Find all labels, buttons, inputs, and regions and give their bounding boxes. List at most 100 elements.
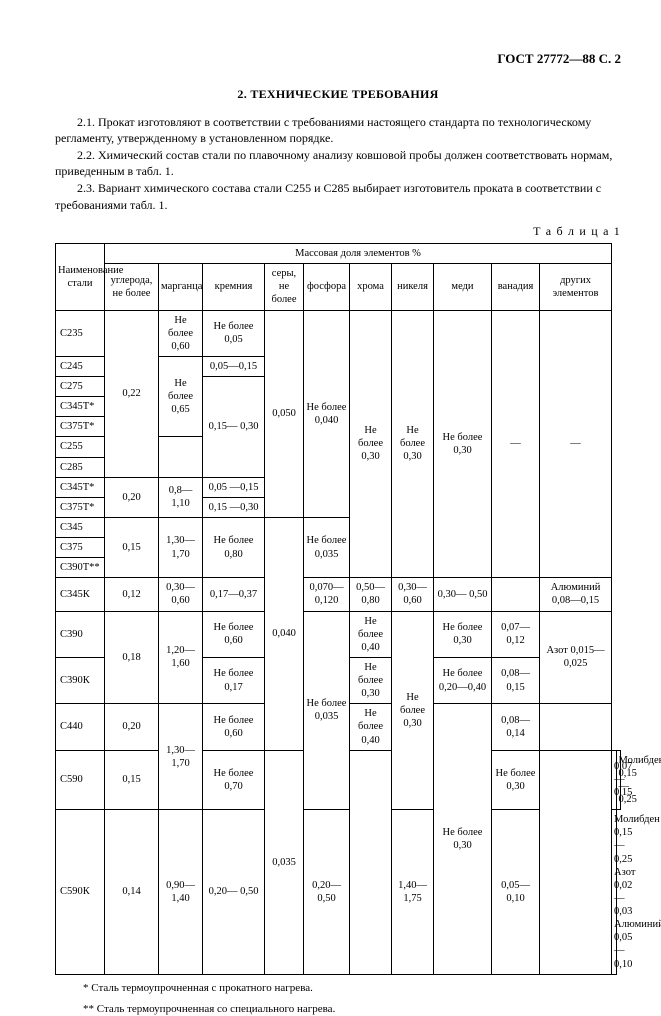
- cell: С375: [56, 538, 105, 558]
- cell: С245: [56, 356, 105, 376]
- cell: 0,50— 0,80: [350, 578, 392, 611]
- cell: 0,15— 0,30: [203, 377, 265, 478]
- cell: 0,08— 0,15: [492, 657, 540, 703]
- cell: Не более 0,30: [392, 611, 434, 810]
- cell: Не более 0,30: [434, 704, 492, 974]
- table-row: С345К 0,12 0,30— 0,60 0,17—0,37 0,070— 0…: [56, 578, 621, 611]
- cell: 0,18: [105, 611, 159, 704]
- cell: Не более 0,30: [392, 310, 434, 578]
- cell: 0,05—0,15: [203, 356, 265, 376]
- cell: Не более 0,40: [350, 704, 392, 750]
- cell: С255: [56, 437, 105, 457]
- cell: Не более 0,80: [203, 517, 265, 577]
- cell: Не более 0,040: [304, 310, 350, 517]
- th-cr: хрома: [350, 264, 392, 310]
- composition-table: Наименование стали Массовая доля элемент…: [55, 243, 621, 975]
- cell: 0,15 —0,30: [203, 497, 265, 517]
- cell: С390К: [56, 657, 105, 703]
- cell: 0,040: [265, 517, 304, 750]
- cell: 0,035: [265, 750, 304, 974]
- th-v: ванадия: [492, 264, 540, 310]
- th-mass: Массовая доля элементов %: [105, 244, 612, 264]
- cell: 1,20— 1,60: [159, 611, 203, 704]
- para-2-1: 2.1. Прокат изготовляют в соответствии с…: [55, 114, 621, 146]
- cell: Не более 0,60: [159, 310, 203, 356]
- cell: С375Т*: [56, 417, 105, 437]
- cell: Не более 0,30: [350, 657, 392, 703]
- cell: С590: [56, 750, 105, 810]
- cell: Не более 0,30: [492, 750, 540, 810]
- cell: Не более 0,17: [203, 657, 265, 703]
- cell: С345Т*: [56, 477, 105, 497]
- th-oth: других элементов: [540, 264, 612, 310]
- cell: Не более 0,05: [203, 310, 265, 356]
- cell: 0,90— 1,40: [159, 810, 203, 975]
- cell: 0,070— 0,120: [304, 578, 350, 611]
- cell: 0,20: [105, 704, 159, 750]
- cell: 0,050: [265, 310, 304, 517]
- cell: 0,12: [105, 578, 159, 611]
- cell: Не более 0,30: [434, 310, 492, 578]
- cell: Не более 0,65: [159, 356, 203, 437]
- cell: Не более 0,70: [203, 750, 265, 810]
- cell: 1,40—1,75: [392, 810, 434, 975]
- table-row: С235 0,22 Не более 0,60 Не более 0,05 0,…: [56, 310, 621, 356]
- para-2-2: 2.2. Химический состав стали по плавочно…: [55, 147, 621, 179]
- cell: —: [492, 310, 540, 578]
- cell: 0,15: [105, 750, 159, 810]
- cell: 1,30— 1,70: [159, 704, 203, 810]
- cell: Не более 0,30: [350, 310, 392, 578]
- section-title: 2. ТЕХНИЧЕСКИЕ ТРЕБОВАНИЯ: [55, 86, 621, 102]
- cell: 0,17—0,37: [203, 578, 265, 611]
- cell: Не более 0,60: [203, 704, 265, 750]
- cell: 0,14: [105, 810, 159, 975]
- cell: 0,15: [105, 517, 159, 577]
- th-mn: марганца: [159, 264, 203, 310]
- cell: 0,05 —0,15: [203, 477, 265, 497]
- cell: 0,8— 1,10: [159, 477, 203, 517]
- cell: С390: [56, 611, 105, 657]
- cell: [540, 750, 612, 974]
- footnote-2: ** Сталь термоупрочненная со специальног…: [55, 1002, 621, 1016]
- cell: 0,20— 0,50: [304, 810, 350, 975]
- cell: С345Т*: [56, 397, 105, 417]
- cell: Не более 0,035: [304, 611, 350, 810]
- cell: [492, 578, 540, 611]
- table-row: С390 0,18 1,20— 1,60 Не более 0,60 Не бо…: [56, 611, 621, 657]
- cell: С390Т**: [56, 558, 105, 578]
- cell: 0,30— 0,60: [159, 578, 203, 611]
- th-p: фосфора: [304, 264, 350, 310]
- cell: 0,30— 0,60: [392, 578, 434, 611]
- cell: Не более 0,30: [434, 611, 492, 657]
- cell: Не более 0,035: [304, 517, 350, 577]
- cell: Не более 0,40: [350, 611, 392, 657]
- doc-header: ГОСТ 27772—88 С. 2: [55, 50, 621, 68]
- cell: С345: [56, 517, 105, 537]
- para-2-3: 2.3. Вариант химического состава стали С…: [55, 180, 621, 212]
- th-name: Наименование стали: [56, 244, 105, 311]
- cell: 0,20: [105, 477, 159, 517]
- table-row: С590К 0,14 0,90— 1,40 0,20— 0,50 0,20— 0…: [56, 810, 621, 975]
- footnote-1: * Сталь термоупрочненная с прокатного на…: [55, 981, 621, 996]
- cell: [350, 750, 392, 974]
- cell: С590К: [56, 810, 105, 975]
- table-label: Т а б л и ц а 1: [55, 223, 621, 239]
- cell: Не более 0,60: [203, 611, 265, 657]
- th-cu: меди: [434, 264, 492, 310]
- cell: Молибден 0,15—0,25 Азот 0,02—0,03 Алюмин…: [612, 810, 616, 975]
- cell: 0,08— 0,14: [492, 704, 540, 750]
- cell: С285: [56, 457, 105, 477]
- cell: [540, 704, 612, 750]
- cell: 0,22: [105, 310, 159, 477]
- cell: —: [540, 310, 612, 578]
- cell: С235: [56, 310, 105, 356]
- cell: [159, 437, 203, 477]
- cell: 1,30— 1,70: [159, 517, 203, 577]
- th-s: серы, не более: [265, 264, 304, 310]
- th-si: кремния: [203, 264, 265, 310]
- cell: 0,07— 0,12: [492, 611, 540, 657]
- cell: 0,30— 0,50: [434, 578, 492, 611]
- cell: 0,05— 0,10: [492, 810, 540, 975]
- th-ni: никеля: [392, 264, 434, 310]
- cell: С275: [56, 377, 105, 397]
